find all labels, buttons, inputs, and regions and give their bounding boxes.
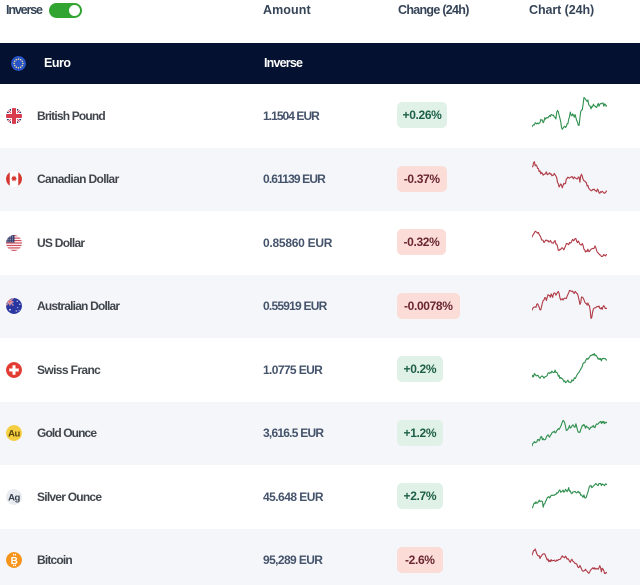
svg-text:B: B [11, 556, 18, 567]
svg-text:Ag: Ag [8, 492, 20, 503]
svg-text:Au: Au [8, 429, 20, 440]
